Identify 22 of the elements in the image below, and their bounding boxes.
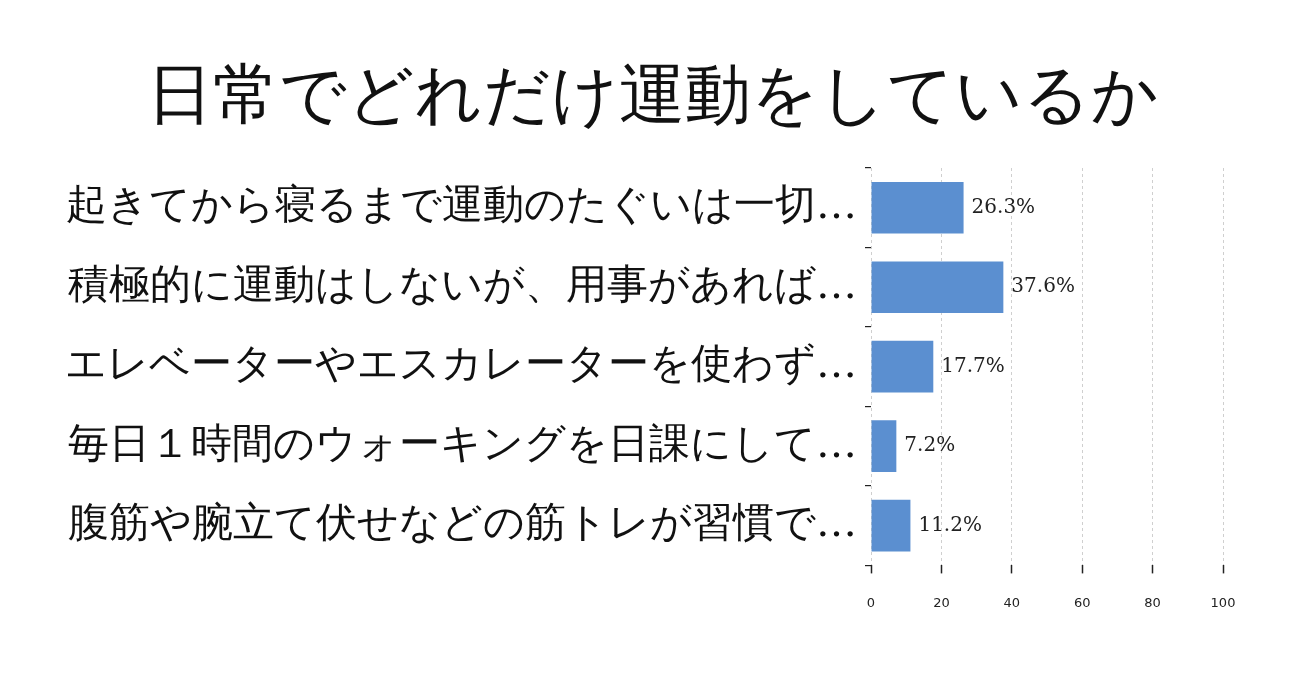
x-tick-label: 20 [933, 594, 950, 610]
data-label: 17.7% [941, 352, 1005, 377]
bar [871, 340, 934, 393]
x-tick-label: 40 [1003, 594, 1021, 610]
data-label: 11.2% [918, 511, 982, 536]
y-tick-label: 毎日１時間のウォーキングを日課にして… [68, 418, 857, 467]
bar [871, 499, 911, 552]
y-tick-label: 起きてから寝るまで運動のたぐいは一切… [66, 180, 857, 229]
y-tick-label: 腹筋や腕立て伏せなどの筋トレが習慣で… [68, 498, 857, 547]
x-tick-label: 80 [1144, 594, 1161, 610]
data-label: 37.6% [1011, 273, 1075, 298]
data-label: 7.2% [904, 432, 956, 457]
y-tick-label: エレベーターやエスカレーターを使わず… [65, 339, 857, 388]
data-label: 26.3% [971, 193, 1036, 218]
y-tick-label: 積極的に運動はしないが、用事があれば… [68, 259, 857, 308]
x-tick-label: 100 [1210, 594, 1236, 610]
bar [871, 181, 964, 234]
chart-title: 日常でどれだけ運動をしているか [147, 56, 1159, 134]
x-tick-label: 0 [866, 594, 876, 610]
bar [871, 261, 1004, 314]
bar [871, 420, 897, 473]
x-tick-label: 60 [1073, 594, 1091, 610]
